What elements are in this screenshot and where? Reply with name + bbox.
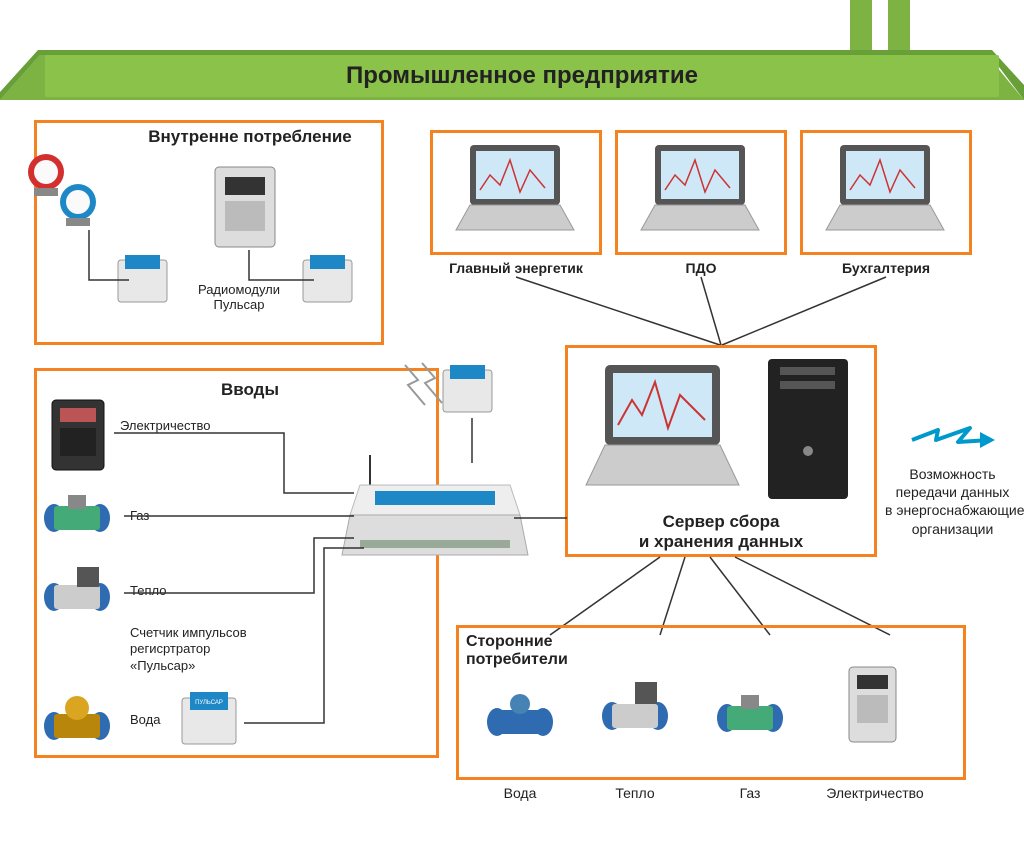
- laptop-icon: [450, 140, 580, 235]
- laptop-icon: [820, 140, 950, 235]
- heat-meter-icon: [600, 680, 670, 735]
- label-consumer-electric: Электричество: [815, 785, 935, 801]
- water-flowmeter-icon: [485, 690, 555, 745]
- pc-tower-icon: [760, 355, 855, 505]
- label-consumers: Сторонние потребители: [466, 633, 586, 669]
- connection-lines: [430, 255, 975, 355]
- page-title: Промышленное предприятие: [45, 55, 999, 97]
- label-server: Сервер сбора и хранения данных: [565, 512, 877, 552]
- side-annotation: Возможность передачи данных в энергоснаб…: [885, 465, 1020, 538]
- title-text: Промышленное предприятие: [346, 62, 698, 90]
- laptop-icon: [580, 360, 745, 490]
- arrow-icon: [910, 420, 995, 460]
- laptop-icon: [635, 140, 765, 235]
- label-consumer-water: Вода: [475, 785, 565, 801]
- label-consumer-gas: Газ: [705, 785, 795, 801]
- electric-meter-icon: [845, 665, 900, 745]
- connection-lines: [34, 120, 384, 345]
- label-consumer-heat: Тепло: [590, 785, 680, 801]
- gas-meter-icon: [715, 690, 785, 745]
